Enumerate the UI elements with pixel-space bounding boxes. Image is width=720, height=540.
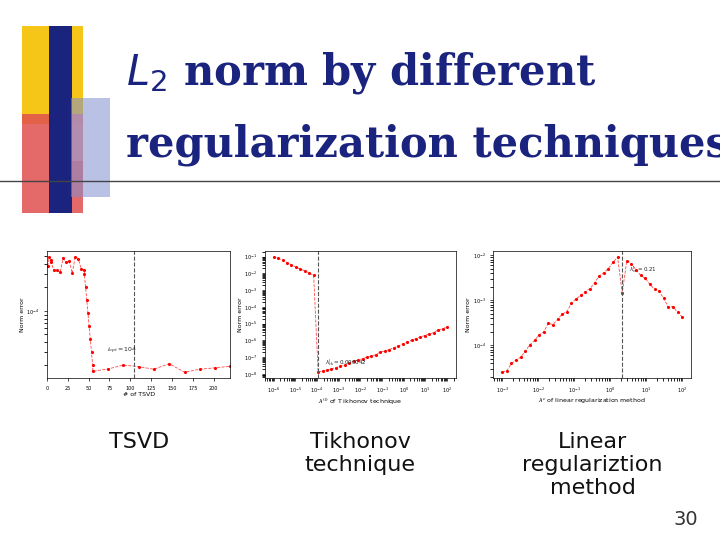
Bar — [71, 98, 110, 197]
Text: Linear
regulariztion
method: Linear regulariztion method — [522, 432, 663, 498]
Bar — [22, 114, 83, 213]
X-axis label: $\lambda^{(l)}$ of T ikhonov technique: $\lambda^{(l)}$ of T ikhonov technique — [318, 396, 402, 407]
X-axis label: $\lambda^c$ of linear regularization method: $\lambda^c$ of linear regularization met… — [539, 396, 646, 406]
Y-axis label: Norm error: Norm error — [466, 297, 471, 332]
X-axis label: # of TSVD: # of TSVD — [122, 392, 155, 397]
Bar — [22, 26, 83, 124]
Text: $i_{opt}=104$: $i_{opt}=104$ — [107, 346, 138, 356]
Bar — [49, 26, 72, 213]
Text: 30: 30 — [674, 510, 698, 529]
Bar — [54, 114, 83, 161]
Text: regularization techniques: regularization techniques — [126, 124, 720, 166]
Text: $\lambda_{tk}^{l}=0.000042$: $\lambda_{tk}^{l}=0.000042$ — [325, 357, 366, 368]
Text: Tikhonov
technique: Tikhonov technique — [305, 432, 415, 475]
Text: $\lambda_{cr}^{l}=0.21$: $\lambda_{cr}^{l}=0.21$ — [629, 265, 656, 275]
Text: $L_2$ norm by different: $L_2$ norm by different — [126, 50, 597, 96]
Text: TSVD: TSVD — [109, 432, 169, 452]
Y-axis label: Norm error: Norm error — [238, 297, 243, 332]
Y-axis label: Norm error: Norm error — [19, 297, 24, 332]
